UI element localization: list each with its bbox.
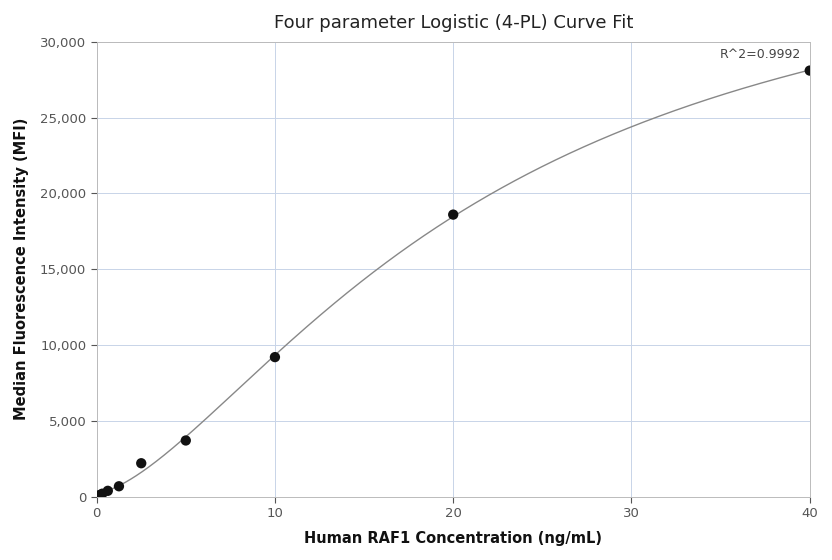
Text: R^2=0.9992: R^2=0.9992 — [720, 48, 801, 61]
Title: Four parameter Logistic (4-PL) Curve Fit: Four parameter Logistic (4-PL) Curve Fit — [274, 14, 633, 32]
Point — [447, 210, 460, 219]
Point — [803, 66, 816, 75]
Point — [102, 486, 115, 495]
Point — [96, 489, 109, 498]
Point — [93, 491, 106, 500]
X-axis label: Human RAF1 Concentration (ng/mL): Human RAF1 Concentration (ng/mL) — [305, 531, 602, 546]
Point — [112, 482, 126, 491]
Y-axis label: Median Fluorescence Intensity (MFI): Median Fluorescence Intensity (MFI) — [14, 118, 29, 421]
Point — [268, 353, 281, 362]
Point — [179, 436, 192, 445]
Point — [135, 459, 148, 468]
